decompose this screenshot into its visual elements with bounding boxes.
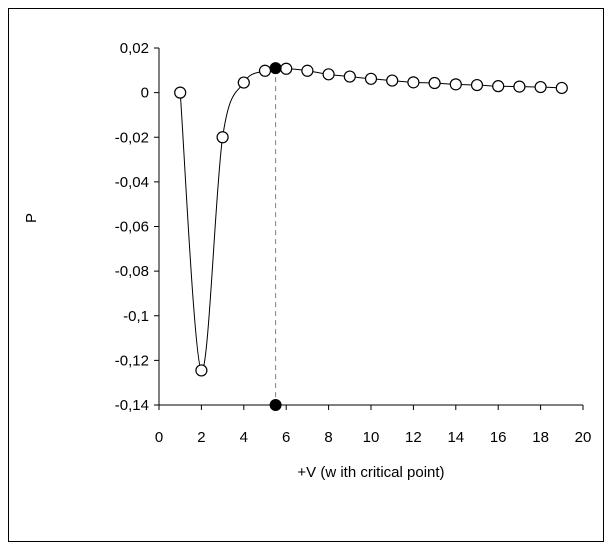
x-tick-label: 10 (363, 429, 380, 446)
series-line (179, 68, 562, 371)
x-axis-title: +V (w ith critical point) (297, 464, 444, 481)
x-tick-label: 12 (405, 429, 422, 446)
x-tick-label: 2 (197, 429, 205, 446)
data-point (470, 78, 484, 92)
y-tick-label: 0,02 (120, 40, 149, 57)
critical-point (269, 62, 282, 75)
data-point (322, 68, 335, 81)
x-tick-label: 0 (155, 429, 163, 446)
x-tick-label: 6 (282, 429, 290, 446)
data-point (216, 131, 229, 144)
data-point (195, 364, 208, 377)
critical-axis-marker (269, 399, 282, 411)
data-point (386, 74, 399, 87)
data-point (280, 62, 293, 75)
data-point (492, 80, 505, 93)
x-tick-label: 18 (532, 429, 549, 446)
data-point (428, 76, 441, 90)
curve-layer (179, 68, 562, 371)
y-tick-label: -0,02 (115, 129, 149, 146)
data-point (407, 76, 420, 89)
data-point (364, 72, 378, 85)
y-tick-label: -0,1 (123, 308, 149, 325)
x-tick-label: 20 (575, 429, 592, 446)
x-tick-label: 4 (240, 429, 248, 446)
data-point (534, 80, 547, 94)
points-layer (174, 62, 568, 411)
data-point (555, 81, 568, 95)
y-tick-label: -0,06 (115, 219, 149, 236)
y-tick-label: -0,12 (115, 352, 149, 369)
x-tick-label: 16 (490, 429, 507, 446)
x-tick-label: 8 (324, 429, 332, 446)
data-point (301, 64, 314, 77)
y-axis-title: P (23, 213, 40, 223)
y-tick-label: -0,04 (115, 174, 149, 191)
y-tick-label: -0,08 (115, 263, 149, 280)
y-tick-label: 0 (141, 85, 149, 102)
ticks: 0,02 0 -0,02 -0,04 -0,06 -0,08 -0,1 -0,12 -0,14 0… (115, 40, 592, 446)
data-point (258, 64, 272, 77)
chart-frame (8, 8, 604, 542)
data-point (237, 76, 250, 89)
data-point (449, 78, 462, 91)
axes (158, 48, 583, 406)
y-tick-label: -0,14 (115, 397, 149, 414)
data-point (513, 80, 526, 93)
x-tick-label: 14 (447, 429, 464, 446)
data-point (174, 86, 187, 99)
data-point (343, 70, 356, 83)
